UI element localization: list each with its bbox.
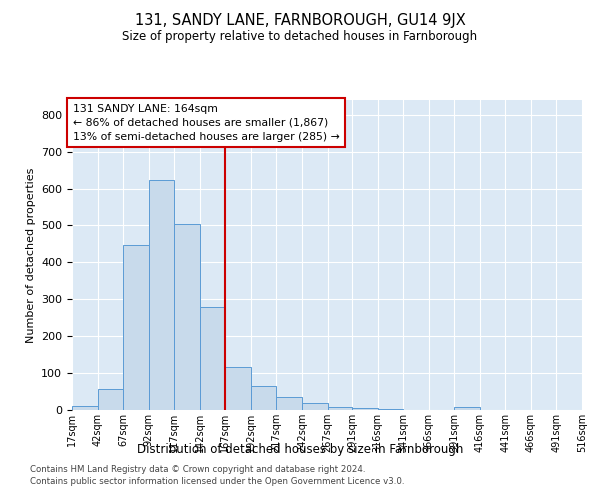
- Text: Distribution of detached houses by size in Farnborough: Distribution of detached houses by size …: [137, 442, 463, 456]
- Bar: [174, 224, 200, 410]
- Text: Contains public sector information licensed under the Open Government Licence v3: Contains public sector information licen…: [30, 477, 404, 486]
- Text: Contains HM Land Registry data © Crown copyright and database right 2024.: Contains HM Land Registry data © Crown c…: [30, 466, 365, 474]
- Bar: [277, 396, 302, 410]
- Y-axis label: Number of detached properties: Number of detached properties: [26, 168, 35, 342]
- Bar: [454, 407, 480, 410]
- Bar: [200, 307, 226, 410]
- Bar: [72, 406, 98, 410]
- Text: 131, SANDY LANE, FARNBOROUGH, GU14 9JX: 131, SANDY LANE, FARNBOROUGH, GU14 9JX: [134, 12, 466, 28]
- Bar: [98, 389, 123, 410]
- Bar: [377, 408, 403, 410]
- Bar: [352, 408, 377, 410]
- Bar: [123, 245, 149, 410]
- Text: 131 SANDY LANE: 164sqm
← 86% of detached houses are smaller (1,867)
13% of semi-: 131 SANDY LANE: 164sqm ← 86% of detached…: [73, 104, 339, 142]
- Bar: [328, 407, 352, 410]
- Bar: [251, 386, 277, 410]
- Text: Size of property relative to detached houses in Farnborough: Size of property relative to detached ho…: [122, 30, 478, 43]
- Bar: [302, 402, 328, 410]
- Bar: [226, 367, 251, 410]
- Bar: [149, 180, 174, 410]
